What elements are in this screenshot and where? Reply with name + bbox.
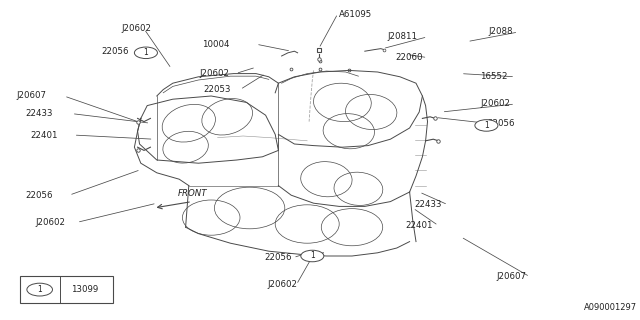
Text: J2088: J2088 — [488, 28, 513, 36]
Text: FRONT: FRONT — [177, 189, 207, 198]
Text: 1: 1 — [37, 285, 42, 294]
Text: 22056: 22056 — [101, 47, 129, 56]
Text: 22433: 22433 — [26, 109, 53, 118]
Text: J20607: J20607 — [16, 92, 46, 100]
Text: 22056: 22056 — [26, 191, 53, 200]
Text: 1: 1 — [310, 252, 315, 260]
Circle shape — [134, 47, 157, 59]
Text: 22401: 22401 — [31, 131, 58, 140]
Text: 22401: 22401 — [405, 221, 433, 230]
Text: 22056: 22056 — [488, 119, 515, 128]
Text: 22060: 22060 — [396, 53, 423, 62]
Circle shape — [475, 120, 498, 131]
Text: A61095: A61095 — [339, 10, 372, 19]
Text: 16552: 16552 — [480, 72, 508, 81]
Text: J20607: J20607 — [496, 272, 526, 281]
Text: 13099: 13099 — [71, 285, 98, 294]
Text: 1: 1 — [143, 48, 148, 57]
Text: 10004: 10004 — [202, 40, 229, 49]
Text: J20602: J20602 — [200, 69, 230, 78]
Text: J20602: J20602 — [35, 218, 65, 227]
Text: J20602: J20602 — [480, 100, 510, 108]
Text: 22433: 22433 — [415, 200, 442, 209]
Text: 22053: 22053 — [204, 85, 231, 94]
Text: 22056: 22056 — [264, 253, 292, 262]
Text: J20602: J20602 — [122, 24, 152, 33]
Circle shape — [301, 250, 324, 262]
Text: A090001297: A090001297 — [584, 303, 637, 312]
Text: J20602: J20602 — [268, 280, 298, 289]
Text: J20811: J20811 — [387, 32, 417, 41]
Text: 1: 1 — [484, 121, 489, 130]
